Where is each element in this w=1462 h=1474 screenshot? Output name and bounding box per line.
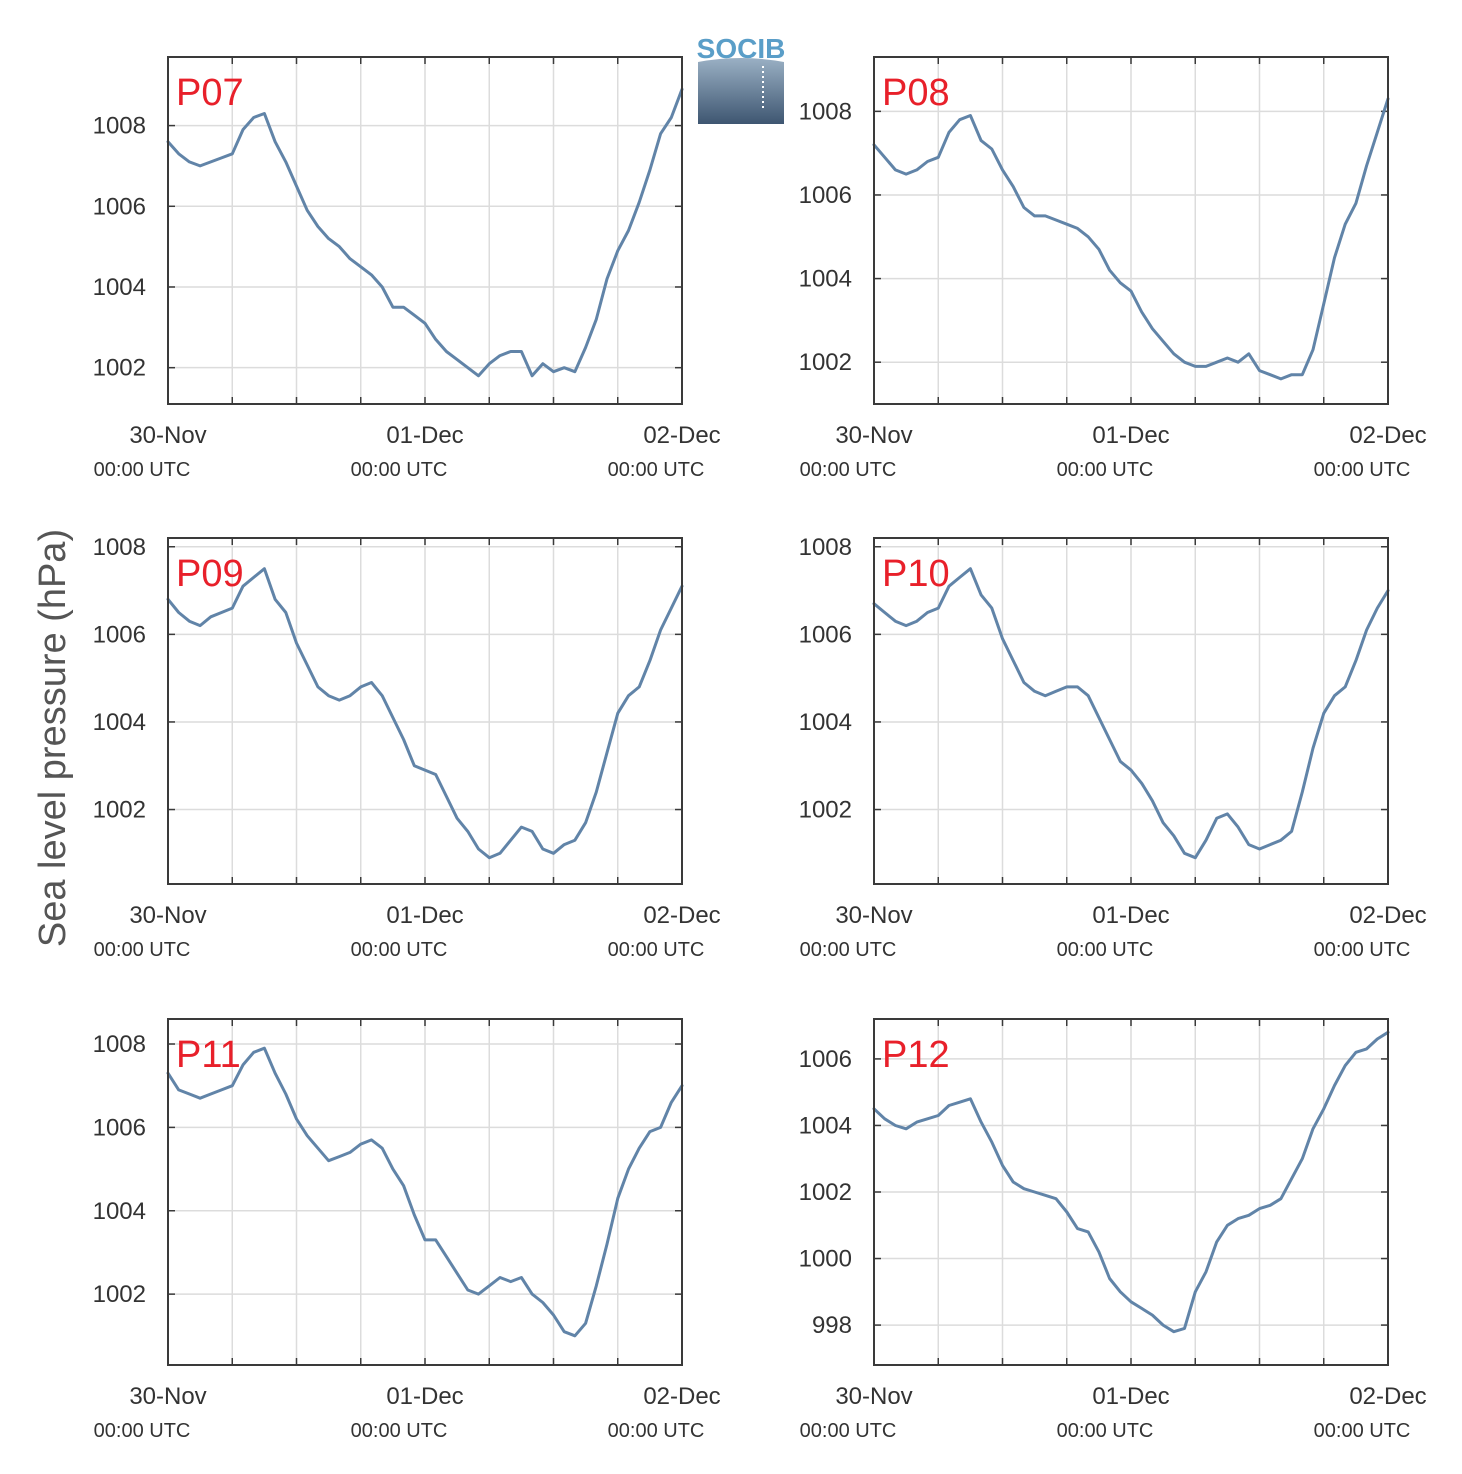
plot-frame [873,1018,1389,1366]
pressure-series-p09 [166,567,684,860]
x-tick-time-label: 00:00 UTC [94,939,191,961]
y-tick-label: 1008 [93,113,146,140]
y-tick-label: 1002 [799,1179,852,1206]
x-tick-time-label: 00:00 UTC [1314,939,1411,961]
y-tick-label: 1004 [799,709,852,736]
x-tick-date-label: 30-Nov [835,1383,912,1410]
panel-p07: 1002 1004 1006 1008 30-Nov 00:00 UTC 01-Dec 00:… [93,56,721,481]
x-tick-time-label: 00:00 UTC [608,939,705,961]
y-tick-label: 1002 [93,355,146,382]
plot-frame [873,537,1389,885]
y-tick-label: 1006 [93,1114,146,1141]
pressure-series-p12 [872,1030,1390,1334]
socib-logo: SOCIB [697,33,785,124]
panel-p12: 998 1000 1002 1004 1006 30-Nov 00:00 UTC 01-Dec… [799,1018,1427,1442]
x-tick-time-label: 00:00 UTC [1314,459,1411,481]
x-tick-date-label: 30-Nov [129,1383,206,1410]
y-tick-label: 1006 [799,621,852,648]
y-tick-label: 1008 [93,1031,146,1058]
x-tick-date-label: 30-Nov [835,422,912,449]
y-tick-label: 1008 [799,534,852,561]
y-tick-label: 1006 [93,621,146,648]
y-tick-label: 998 [812,1312,852,1339]
x-tick-date-label: 02-Dec [643,1383,720,1410]
y-tick-label: 1002 [93,797,146,824]
x-tick-date-label: 01-Dec [1092,422,1169,449]
x-tick-date-label: 01-Dec [386,902,463,929]
x-tick-time-label: 00:00 UTC [351,939,448,961]
x-tick-date-label: 02-Dec [643,422,720,449]
x-tick-date-label: 30-Nov [835,902,912,929]
x-tick-time-label: 00:00 UTC [94,1420,191,1442]
pressure-series-p08 [872,97,1390,381]
y-tick-label: 1004 [93,274,146,301]
plot-frame [167,56,683,405]
x-tick-date-label: 01-Dec [386,1383,463,1410]
x-tick-time-label: 00:00 UTC [1057,939,1154,961]
y-tick-label: 1000 [799,1246,852,1273]
panel-p10: 1002 1004 1006 1008 30-Nov 00:00 UTC 01-Dec 00:… [799,534,1427,961]
x-tick-time-label: 00:00 UTC [1057,459,1154,481]
x-tick-time-label: 00:00 UTC [800,939,897,961]
y-tick-label: 1008 [799,98,852,125]
plot-frame [873,56,1389,405]
x-tick-date-label: 02-Dec [1349,902,1426,929]
panel-p08: 1002 1004 1006 1008 30-Nov 00:00 UTC 01-Dec 00:… [799,56,1427,481]
x-tick-time-label: 00:00 UTC [608,1420,705,1442]
x-tick-time-label: 00:00 UTC [351,1420,448,1442]
x-tick-time-label: 00:00 UTC [800,459,897,481]
x-tick-date-label: 02-Dec [643,902,720,929]
y-tick-label: 1006 [93,193,146,220]
y-tick-label: 1002 [93,1281,146,1308]
pressure-series-p07 [166,87,684,378]
y-tick-label: 1006 [799,182,852,209]
x-tick-date-label: 30-Nov [129,902,206,929]
pressure-series-p10 [872,567,1390,860]
panel-label-p08: P08 [882,72,950,114]
x-tick-date-label: 30-Nov [129,422,206,449]
panel-label-p11: P11 [176,1034,241,1076]
y-tick-label: 1004 [93,1198,146,1225]
x-tick-time-label: 00:00 UTC [1314,1420,1411,1442]
pressure-series-p11 [166,1046,684,1338]
x-tick-time-label: 00:00 UTC [94,459,191,481]
panel-label-p07: P07 [176,72,244,114]
panel-p09: 1002 1004 1006 1008 30-Nov 00:00 UTC 01-Dec 00:… [93,534,721,961]
y-axis-label: Sea level pressure (hPa) [32,529,74,947]
x-tick-time-label: 00:00 UTC [800,1420,897,1442]
logo-wave-icon [698,58,784,124]
x-tick-date-label: 02-Dec [1349,422,1426,449]
panel-label-p10: P10 [882,553,950,595]
y-tick-label: 1008 [93,534,146,561]
x-tick-time-label: 00:00 UTC [1057,1420,1154,1442]
x-tick-date-label: 02-Dec [1349,1383,1426,1410]
y-tick-label: 1002 [799,797,852,824]
y-tick-label: 1002 [799,349,852,376]
y-tick-label: 1004 [799,1112,852,1139]
panel-label-p09: P09 [176,553,244,595]
panel-label-p12: P12 [882,1034,950,1076]
y-tick-label: 1004 [799,266,852,293]
plot-frame [167,537,683,885]
x-tick-date-label: 01-Dec [1092,1383,1169,1410]
x-tick-date-label: 01-Dec [1092,902,1169,929]
plot-frame [167,1018,683,1366]
x-tick-time-label: 00:00 UTC [351,459,448,481]
x-tick-time-label: 00:00 UTC [608,459,705,481]
x-tick-date-label: 01-Dec [386,422,463,449]
y-tick-label: 1006 [799,1046,852,1073]
panel-p11: 1002 1004 1006 1008 30-Nov 00:00 UTC 01-Dec 00:… [93,1018,721,1442]
y-tick-label: 1004 [93,709,146,736]
